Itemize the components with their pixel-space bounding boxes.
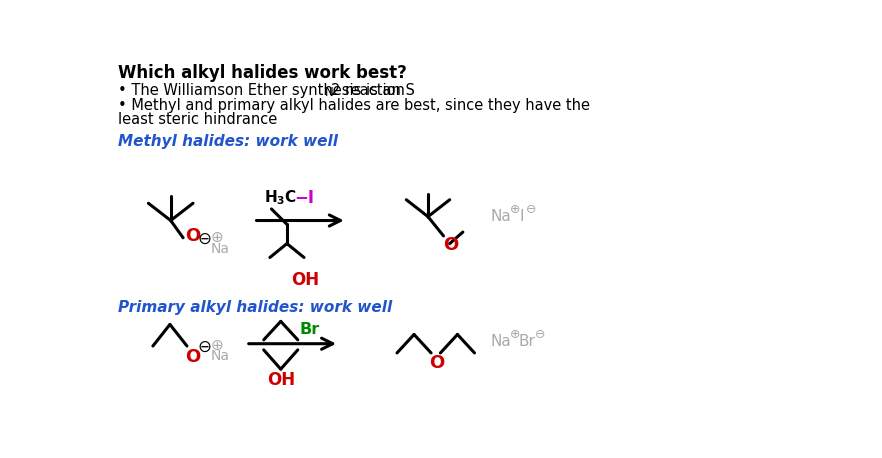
Text: OH: OH <box>291 271 319 289</box>
Text: ⊖: ⊖ <box>198 338 212 356</box>
Text: Br: Br <box>519 334 535 349</box>
Text: Na: Na <box>490 334 511 349</box>
Text: Na: Na <box>490 209 511 224</box>
Text: 2 reaction: 2 reaction <box>331 83 405 98</box>
Text: O: O <box>185 348 201 365</box>
Text: ⊖: ⊖ <box>197 230 211 248</box>
Text: −I: −I <box>294 189 314 207</box>
Text: N: N <box>325 86 333 99</box>
Text: ⊕: ⊕ <box>210 338 223 353</box>
Text: O: O <box>184 227 200 245</box>
Text: I: I <box>519 209 524 224</box>
Text: • The Williamson Ether synthesis is an S: • The Williamson Ether synthesis is an S <box>118 83 415 98</box>
Text: ⊖: ⊖ <box>535 328 545 341</box>
Text: O: O <box>444 236 459 254</box>
Text: ⊖: ⊖ <box>526 203 536 216</box>
Text: Na: Na <box>210 349 229 363</box>
Text: • Methyl and primary alkyl halides are best, since they have the: • Methyl and primary alkyl halides are b… <box>118 98 590 113</box>
Text: O: O <box>430 354 445 372</box>
Text: Na: Na <box>210 242 229 256</box>
Text: Primary alkyl halides: work well: Primary alkyl halides: work well <box>118 300 392 315</box>
Text: $\mathbf{H_3C}$: $\mathbf{H_3C}$ <box>264 188 296 207</box>
Text: Methyl halides: work well: Methyl halides: work well <box>118 134 338 149</box>
Text: Br: Br <box>299 322 319 337</box>
Text: OH: OH <box>266 371 295 389</box>
Text: Which alkyl halides work best?: Which alkyl halides work best? <box>118 64 407 82</box>
Text: ⊕: ⊕ <box>211 230 224 245</box>
Text: ⊕: ⊕ <box>510 328 519 341</box>
Text: least steric hindrance: least steric hindrance <box>118 112 277 127</box>
Text: ⊕: ⊕ <box>510 203 519 216</box>
